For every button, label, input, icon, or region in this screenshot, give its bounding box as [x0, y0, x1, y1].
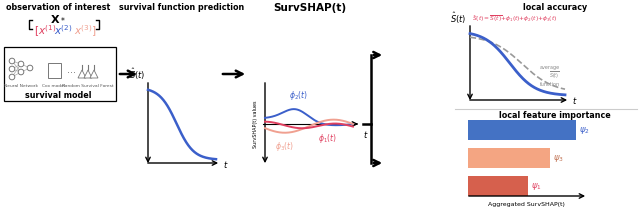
- Text: $x^{(3)}]$: $x^{(3)}]$: [74, 23, 97, 39]
- Text: $t$: $t$: [223, 158, 228, 170]
- Text: $\hat{S}(t)$: $\hat{S}(t)$: [129, 66, 145, 82]
- Polygon shape: [90, 70, 98, 78]
- Text: $t$: $t$: [572, 95, 577, 107]
- Text: survival model: survival model: [25, 91, 92, 100]
- Text: $\psi_2$: $\psi_2$: [579, 124, 589, 136]
- Text: $\psi_3$: $\psi_3$: [553, 153, 564, 164]
- Text: ...: ...: [67, 65, 76, 75]
- Text: local feature importance: local feature importance: [499, 111, 611, 120]
- Text: SurvSHAP(t) values: SurvSHAP(t) values: [253, 100, 257, 148]
- Circle shape: [9, 66, 15, 72]
- Text: $t$: $t$: [363, 129, 369, 140]
- Text: observation of interest: observation of interest: [6, 3, 110, 12]
- FancyBboxPatch shape: [468, 120, 576, 140]
- Polygon shape: [78, 70, 86, 78]
- Text: $x^{(2)}$: $x^{(2)}$: [54, 23, 72, 37]
- Text: survival function prediction: survival function prediction: [120, 3, 244, 12]
- Circle shape: [9, 74, 15, 80]
- Text: SurvSHAP(t): SurvSHAP(t): [273, 3, 347, 13]
- Text: $\hat{S}(t)$: $\hat{S}(t)$: [449, 10, 466, 26]
- FancyBboxPatch shape: [468, 176, 528, 196]
- Text: Random Survival Forest: Random Survival Forest: [62, 84, 114, 88]
- Circle shape: [9, 58, 15, 64]
- Text: Aggregated SurvSHAP(t): Aggregated SurvSHAP(t): [488, 202, 564, 207]
- Text: local accuracy: local accuracy: [523, 3, 587, 12]
- Text: $\phi_1(t)$: $\phi_1(t)$: [318, 132, 337, 145]
- Circle shape: [18, 61, 24, 67]
- Text: $\psi_1$: $\psi_1$: [531, 181, 541, 191]
- Text: $\hat{S}(t){=}\overline{S(t)}{+}\phi_1(t){+}\phi_2(t){+}\phi_3(t)$: $\hat{S}(t){=}\overline{S(t)}{+}\phi_1(t…: [472, 13, 557, 24]
- FancyBboxPatch shape: [47, 63, 61, 78]
- Polygon shape: [84, 70, 92, 78]
- Text: $\phi_3(t)$: $\phi_3(t)$: [275, 140, 294, 153]
- Text: $\phi_2(t)$: $\phi_2(t)$: [289, 89, 308, 102]
- Text: $\mathbf{X}_*$: $\mathbf{X}_*$: [50, 14, 66, 24]
- Circle shape: [18, 69, 24, 75]
- FancyBboxPatch shape: [468, 148, 550, 168]
- Circle shape: [27, 65, 33, 71]
- Text: $[x^{(1)}$: $[x^{(1)}$: [34, 23, 56, 39]
- Text: Cox model: Cox model: [42, 84, 65, 88]
- Text: average
$\overline{S(t)}$
function: average $\overline{S(t)}$ function: [540, 65, 560, 87]
- Text: Neural Network: Neural Network: [4, 84, 38, 88]
